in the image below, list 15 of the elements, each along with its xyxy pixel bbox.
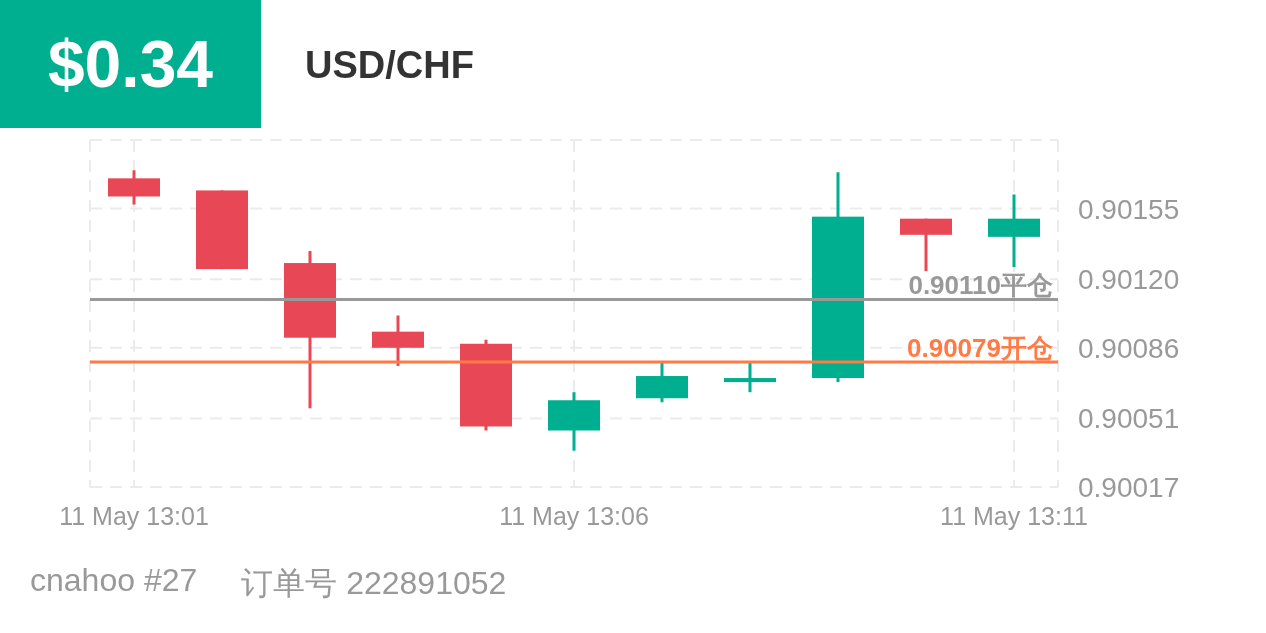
y-tick-label: 0.90120 xyxy=(1078,264,1180,296)
text: $0.34 xyxy=(0,0,261,128)
x-tick-label: 11 May 13:11 xyxy=(940,501,1088,530)
ref-line-label: 0.90110平仓 xyxy=(908,270,1053,301)
y-tick-label: 0.90017 xyxy=(1078,471,1180,503)
text: cnahoo #27 xyxy=(30,562,198,600)
y-tick-label: 0.90051 xyxy=(1078,403,1180,435)
y-tick-label: 0.90086 xyxy=(1078,332,1180,364)
x-tick-label: 11 May 13:06 xyxy=(499,501,649,530)
y-tick-label: 0.90155 xyxy=(1078,193,1180,225)
chart-title: USD/CHF xyxy=(305,44,474,87)
candlestick xyxy=(724,361,776,394)
x-tick-label: 11 May 13:01 xyxy=(59,501,209,530)
text: 订单号 222891052 xyxy=(241,564,507,603)
ref-line-label: 0.90079开仓 xyxy=(907,332,1053,363)
